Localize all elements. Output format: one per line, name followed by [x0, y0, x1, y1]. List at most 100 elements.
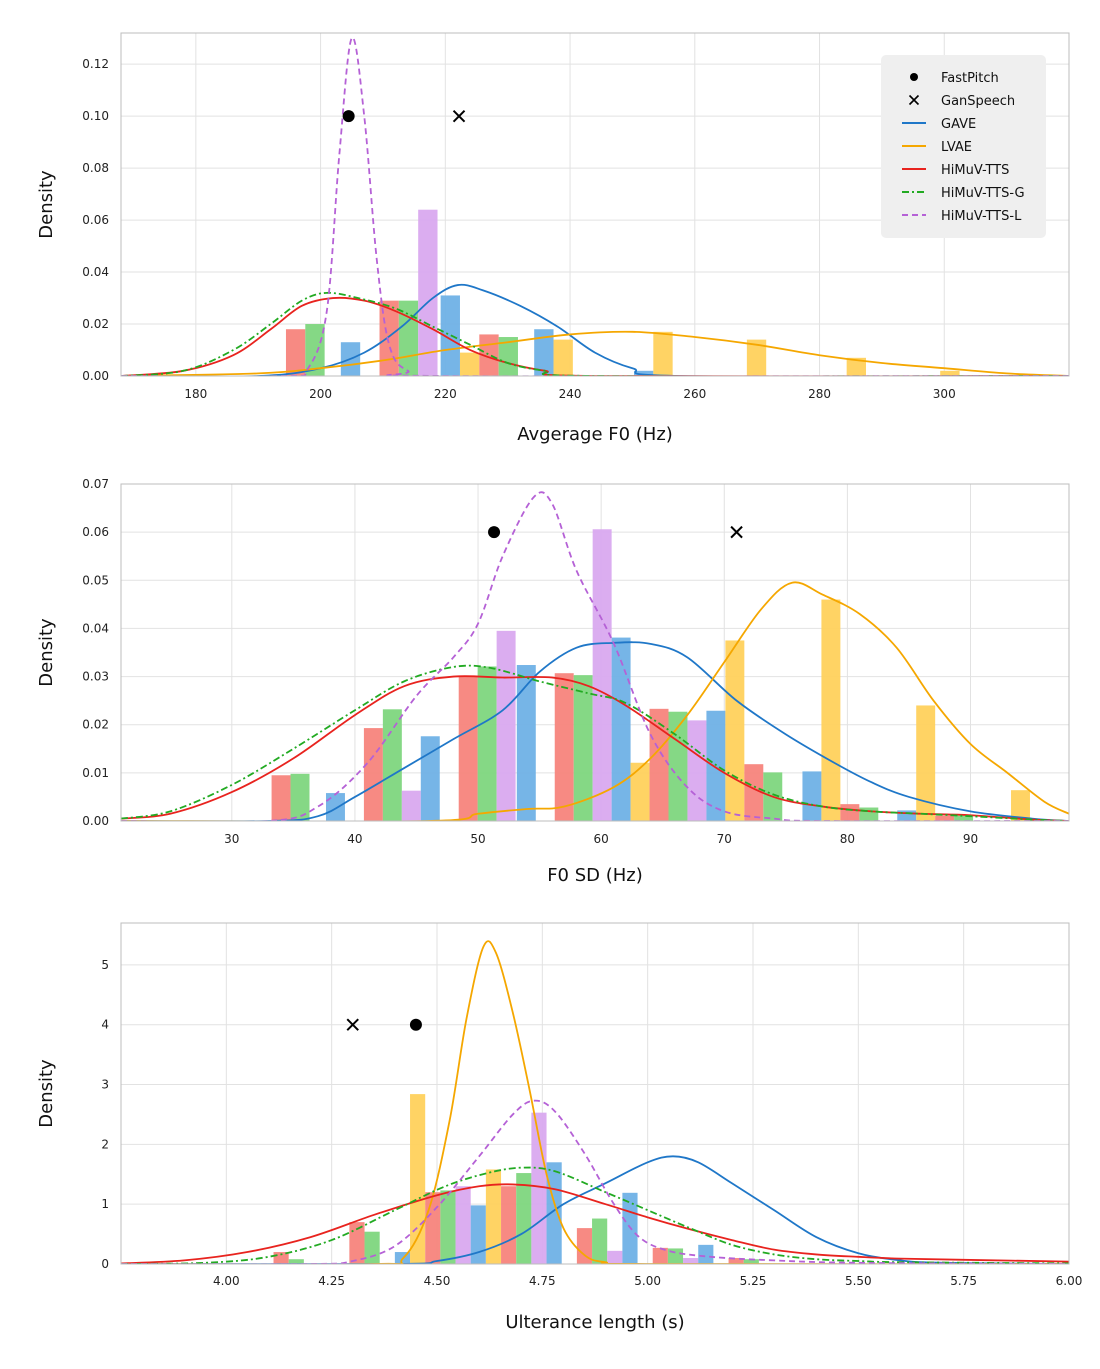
kde-line-himuv-tts-g: [121, 664, 1069, 821]
bar-himuv-tts-g: [859, 807, 879, 821]
kde-line-himuv-tts: [121, 675, 1069, 821]
y-tick-label: 0: [101, 1257, 109, 1271]
x-tick-label: 50: [470, 832, 485, 846]
bar-gave: [534, 329, 554, 376]
bar-gave: [633, 370, 654, 376]
bar-himuv-tts: [554, 673, 574, 821]
panel-f0-sd: 30 40 50 60 70 80 90 0.00 0.01 0.02 0.03 0.04 0.05 0.…: [36, 477, 1070, 886]
x-tick-label: 4.00: [213, 1274, 240, 1288]
bar-gave: [470, 1205, 486, 1264]
bar-lvae: [846, 357, 866, 376]
bar-himuv-tts: [349, 1222, 365, 1264]
marker-fastpitch: [488, 526, 501, 539]
y-tick-label: 0.03: [82, 670, 109, 684]
y-tick-label: 0.01: [82, 766, 109, 780]
legend-label: HiMuV-TTS-G: [941, 186, 1025, 201]
bar-himuv-tts: [285, 329, 306, 376]
x-tick-label: 5.50: [845, 1274, 872, 1288]
bar-lvae: [746, 339, 767, 376]
bar-himuv-tts: [744, 764, 764, 821]
bar-himuv-tts: [363, 728, 383, 821]
x-tick-label: 5.75: [950, 1274, 977, 1288]
bar-himuv-tts-g: [290, 773, 310, 821]
marker-fastpitch: [409, 1018, 422, 1031]
y-tick-label: 0.00: [82, 369, 109, 383]
x-tick-label: 30: [224, 832, 239, 846]
x-tick-label: 180: [184, 387, 207, 401]
bar-lvae: [553, 339, 573, 376]
bar-himuv-tts: [425, 1192, 441, 1264]
x-axis-title: Ulterance length (s): [505, 1312, 684, 1333]
bar-himuv-tts-g: [305, 324, 325, 376]
y-tick-label: 1: [101, 1197, 109, 1211]
plot-frame: [120, 483, 1070, 822]
y-tick-label: 0.06: [82, 525, 109, 539]
bar-himuv-tts: [576, 1228, 593, 1264]
bar-himuv-tts-l: [531, 1112, 547, 1264]
bar-himuv-tts: [840, 804, 860, 821]
y-tick-label: 5: [101, 958, 109, 972]
x-tick-label: 280: [808, 387, 831, 401]
bar-himuv-tts: [649, 708, 669, 821]
y-tick-label: 0.02: [82, 317, 109, 331]
x-tick-label: 90: [963, 832, 978, 846]
bar-himuv-tts-l: [401, 790, 421, 821]
bar-gave: [698, 1244, 714, 1264]
bar-gave: [897, 810, 917, 821]
y-tick-label: 0.10: [82, 109, 109, 123]
x-tick-label: 6.00: [1056, 1274, 1083, 1288]
x-axis-title: F0 SD (Hz): [547, 865, 643, 886]
y-tick-label: 4: [101, 1018, 109, 1032]
bar-gave: [516, 665, 536, 821]
x-tick-label: 5.25: [740, 1274, 767, 1288]
kde-line-lvae: [121, 330, 1069, 376]
y-tick-label: 0.05: [82, 573, 109, 587]
bar-himuv-tts: [728, 1258, 744, 1264]
kde-line-himuv-tts-g: [121, 291, 1069, 376]
kde-line-lvae: [121, 581, 1069, 821]
bar-himuv-tts-g: [288, 1259, 304, 1264]
y-tick-label: 2: [101, 1137, 109, 1151]
bar-himuv-tts: [501, 1186, 517, 1264]
histogram-bars: [285, 209, 960, 376]
legend-label: LVAE: [941, 140, 972, 155]
bar-himuv-tts-l: [687, 720, 707, 821]
legend-entry-gave: GAVE: [902, 117, 976, 132]
kde-line-himuv-tts: [121, 1183, 1069, 1264]
histogram-bars: [273, 1094, 759, 1264]
bar-lvae: [916, 705, 936, 821]
bar-gave: [546, 1162, 562, 1264]
kde-line-himuv-tts-l: [121, 491, 1069, 821]
legend-entry-fastpitch: FastPitch: [910, 71, 999, 86]
y-tick-label: 0.08: [82, 161, 109, 175]
bar-lvae: [725, 640, 745, 821]
legend-entry-lvae: LVAE: [902, 140, 972, 155]
x-tick-label: 200: [309, 387, 332, 401]
bar-gave: [440, 295, 460, 376]
x-tick-label: 40: [347, 832, 362, 846]
x-axis-title: Avgerage F0 (Hz): [517, 424, 673, 445]
legend-label: GAVE: [941, 117, 976, 132]
bar-himuv-tts-l: [607, 1250, 623, 1264]
bar-himuv-tts: [271, 775, 291, 821]
bar-lvae: [630, 762, 650, 821]
x-tick-label: 300: [933, 387, 956, 401]
bar-himuv-tts-g: [498, 337, 518, 376]
bar-himuv-tts-g: [382, 709, 402, 821]
kde-lines: [121, 36, 1069, 376]
bar-gave: [802, 771, 822, 821]
x-tick-label: 240: [559, 387, 582, 401]
legend-entry-himuv-tts-l: HiMuV-TTS-L: [902, 209, 1022, 224]
bar-himuv-tts-g: [743, 1259, 759, 1264]
bar-himuv-tts-g: [516, 1173, 532, 1264]
plot-frame: [120, 32, 1070, 377]
legend-label: GanSpeech: [941, 94, 1015, 109]
x-tick-label: 4.75: [529, 1274, 556, 1288]
x-tick-label: 70: [717, 832, 732, 846]
marker-ganspeech: [452, 109, 466, 123]
bar-himuv-tts: [458, 677, 478, 821]
y-axis-title: Density: [36, 1059, 57, 1128]
y-tick-label: 0.06: [82, 213, 109, 227]
bar-himuv-tts: [935, 815, 955, 821]
